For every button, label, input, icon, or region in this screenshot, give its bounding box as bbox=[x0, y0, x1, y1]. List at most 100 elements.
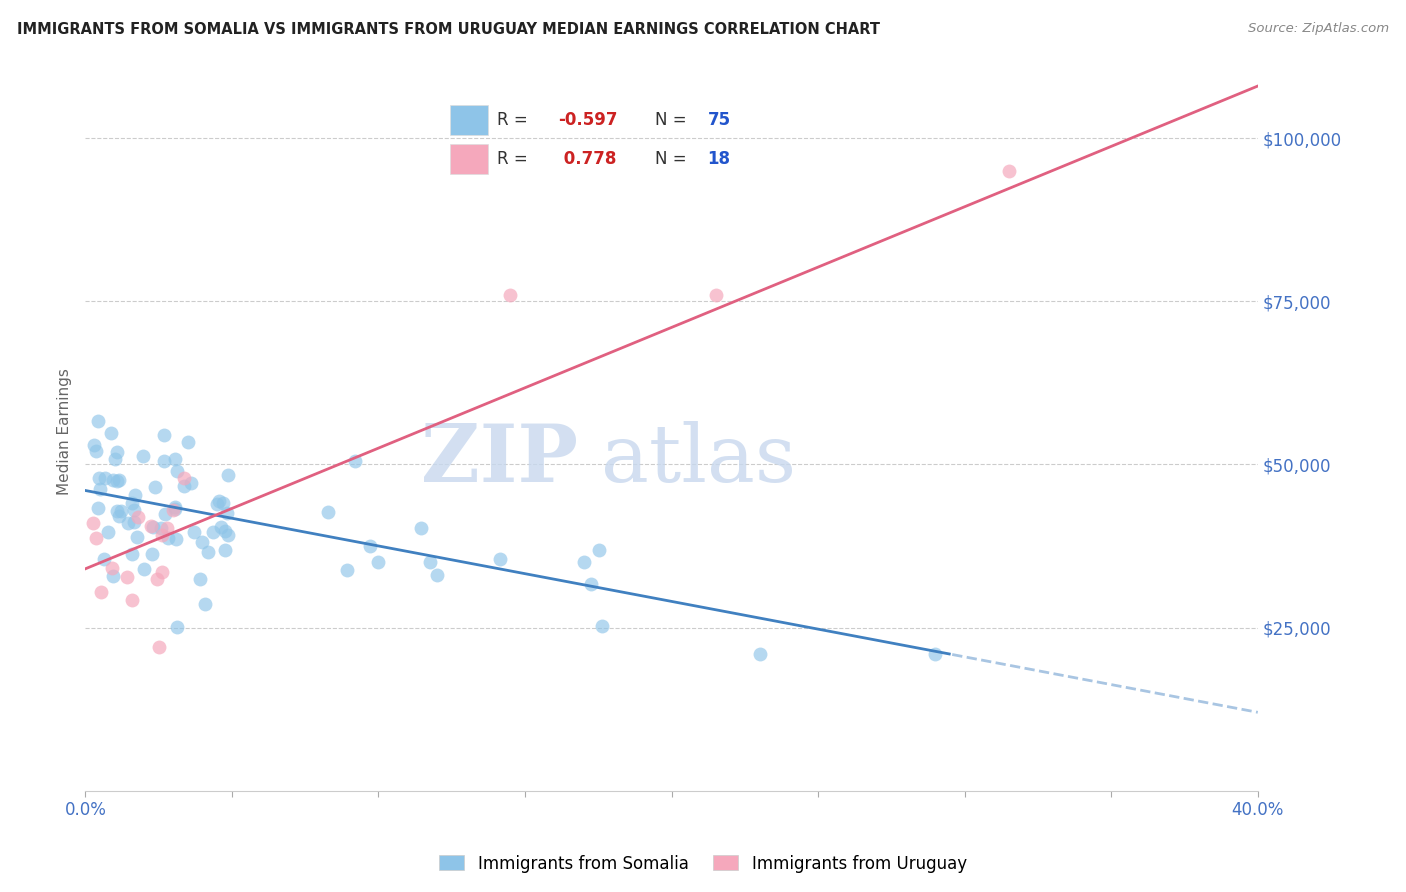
Point bbox=[205, 496, 228, 510]
Text: ZIP: ZIP bbox=[420, 422, 578, 500]
Point bbox=[103, 473, 125, 487]
Point bbox=[360, 539, 382, 553]
Point bbox=[103, 569, 125, 583]
Bar bbox=[450, 144, 488, 175]
Point bbox=[163, 502, 186, 516]
Point bbox=[87, 414, 110, 428]
Point bbox=[121, 496, 143, 510]
Point bbox=[173, 479, 195, 493]
Point bbox=[194, 597, 217, 611]
Point bbox=[148, 640, 170, 654]
Point bbox=[316, 505, 339, 519]
Bar bbox=[450, 105, 488, 136]
Point bbox=[84, 443, 107, 458]
Point bbox=[212, 496, 235, 510]
Text: N =: N = bbox=[655, 150, 692, 168]
Point bbox=[217, 528, 239, 542]
Point bbox=[156, 521, 179, 535]
Legend: Immigrants from Somalia, Immigrants from Uruguay: Immigrants from Somalia, Immigrants from… bbox=[433, 848, 973, 880]
Point bbox=[125, 530, 148, 544]
Point bbox=[105, 445, 128, 459]
Point bbox=[89, 471, 111, 485]
Point bbox=[166, 464, 188, 478]
Point bbox=[588, 543, 610, 558]
Point bbox=[82, 516, 104, 530]
Point bbox=[101, 561, 124, 575]
Point bbox=[704, 287, 727, 301]
Point bbox=[419, 555, 441, 569]
Point bbox=[209, 520, 232, 534]
Point bbox=[176, 435, 198, 450]
Point bbox=[94, 471, 117, 485]
Point bbox=[122, 515, 145, 529]
Text: 0.778: 0.778 bbox=[558, 150, 617, 168]
Point bbox=[217, 467, 239, 482]
Point bbox=[488, 552, 510, 566]
Point bbox=[214, 542, 236, 557]
Point bbox=[115, 570, 138, 584]
Point bbox=[924, 647, 946, 661]
Point bbox=[93, 551, 115, 566]
Point bbox=[572, 555, 595, 569]
Point bbox=[152, 428, 174, 442]
Point bbox=[591, 619, 613, 633]
Point bbox=[162, 503, 184, 517]
Point bbox=[105, 475, 128, 489]
Point bbox=[89, 483, 111, 497]
Point bbox=[335, 563, 357, 577]
Point bbox=[121, 593, 143, 607]
Text: 75: 75 bbox=[707, 112, 731, 129]
Point bbox=[188, 572, 211, 586]
Point bbox=[108, 474, 131, 488]
Point bbox=[97, 524, 120, 539]
Point bbox=[197, 545, 219, 559]
Point bbox=[150, 565, 173, 579]
Point bbox=[105, 504, 128, 518]
Point bbox=[165, 532, 187, 546]
Point bbox=[166, 620, 188, 634]
Point bbox=[997, 164, 1019, 178]
Point bbox=[149, 521, 172, 535]
Point bbox=[108, 509, 131, 524]
Text: R =: R = bbox=[496, 150, 533, 168]
Point bbox=[367, 555, 389, 569]
Point bbox=[83, 438, 105, 452]
Point bbox=[180, 475, 202, 490]
Point bbox=[214, 524, 236, 538]
Point bbox=[84, 531, 107, 545]
Point bbox=[499, 287, 522, 301]
Text: IMMIGRANTS FROM SOMALIA VS IMMIGRANTS FROM URUGUAY MEDIAN EARNINGS CORRELATION C: IMMIGRANTS FROM SOMALIA VS IMMIGRANTS FR… bbox=[17, 22, 880, 37]
Point bbox=[183, 525, 205, 540]
Point bbox=[86, 501, 108, 516]
Point bbox=[165, 500, 187, 515]
Point bbox=[426, 568, 449, 582]
Point bbox=[124, 488, 146, 502]
Point bbox=[90, 585, 112, 599]
Point bbox=[157, 531, 180, 545]
Point bbox=[132, 449, 155, 463]
Point bbox=[110, 504, 132, 518]
Point bbox=[150, 528, 173, 542]
Point bbox=[121, 547, 143, 561]
Point bbox=[139, 519, 162, 533]
Point bbox=[153, 454, 176, 468]
Point bbox=[173, 470, 195, 484]
Text: Source: ZipAtlas.com: Source: ZipAtlas.com bbox=[1249, 22, 1389, 36]
Point bbox=[141, 547, 163, 561]
Point bbox=[142, 520, 165, 534]
Point bbox=[579, 577, 602, 591]
Text: 18: 18 bbox=[707, 150, 731, 168]
Point bbox=[104, 451, 127, 466]
Text: atlas: atlas bbox=[602, 422, 796, 500]
Point bbox=[202, 525, 225, 540]
Point bbox=[132, 562, 155, 576]
Point bbox=[208, 493, 231, 508]
Point bbox=[748, 647, 770, 661]
Text: N =: N = bbox=[655, 112, 692, 129]
Text: R =: R = bbox=[496, 112, 533, 129]
Point bbox=[190, 535, 212, 549]
Point bbox=[153, 507, 176, 521]
Point bbox=[165, 452, 187, 467]
Point bbox=[127, 509, 149, 524]
Point bbox=[411, 521, 433, 535]
